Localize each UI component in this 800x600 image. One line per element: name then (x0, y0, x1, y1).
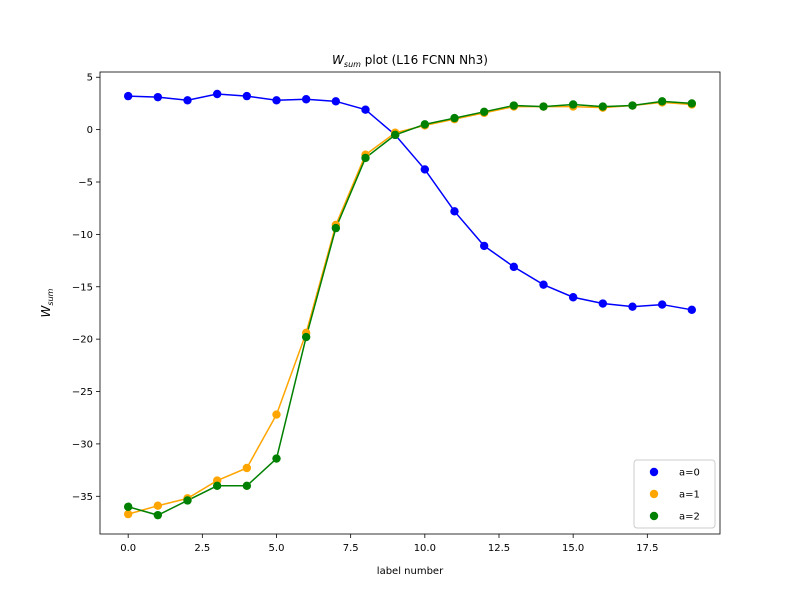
data-point (657, 97, 667, 106)
data-point (598, 299, 608, 308)
data-point (272, 454, 281, 463)
data-point (331, 223, 341, 233)
data-point (628, 101, 637, 110)
data-point (479, 107, 489, 117)
legend-frame (633, 459, 716, 529)
series-line-0 (128, 93, 692, 311)
data-point (628, 302, 637, 311)
legend: a=0 a=1 a=2 (633, 459, 716, 529)
series-line-1 (127, 101, 692, 515)
data-point (539, 280, 548, 289)
data-point (479, 241, 489, 251)
legend-marker (649, 467, 659, 477)
y-tick-label: −5 (78, 178, 93, 189)
x-tick-label: 15.0 (562, 543, 584, 554)
x-tick-label: 10.0 (414, 543, 436, 554)
data-point (509, 101, 519, 110)
x-axis-label: label number (377, 566, 444, 577)
data-point (123, 509, 133, 519)
y-tick-label: 0 (87, 125, 93, 136)
data-point (212, 481, 222, 491)
data-point (420, 165, 430, 174)
data-point (153, 501, 163, 510)
x-tick-label: 2.5 (194, 543, 210, 554)
data-point (183, 96, 192, 105)
y-tick-label: 5 (87, 73, 93, 84)
y-axis-label: Wsum (39, 288, 55, 317)
data-point (390, 130, 400, 140)
data-point (687, 305, 697, 315)
legend-label: a=1 (679, 490, 700, 501)
data-point (153, 510, 163, 520)
y-tick-label: −30 (72, 439, 93, 450)
data-point (568, 100, 578, 109)
data-point (539, 102, 548, 111)
data-point (598, 102, 608, 111)
data-point (212, 89, 222, 99)
y-tick-label: −10 (72, 230, 93, 241)
data-point (242, 91, 252, 101)
data-point (657, 300, 667, 309)
y-tick-label: −15 (72, 282, 93, 293)
data-point (420, 120, 430, 129)
legend-marker (649, 489, 659, 499)
legend-marker (649, 511, 659, 521)
data-point (272, 410, 281, 419)
data-point (331, 97, 341, 106)
x-tick-label: 7.5 (343, 543, 359, 554)
data-point (272, 96, 281, 105)
data-point (153, 92, 163, 102)
data-point (509, 262, 519, 272)
data-point (123, 502, 133, 511)
series-line-2 (127, 100, 692, 516)
legend-label: a=0 (679, 468, 700, 479)
data-point (123, 91, 133, 101)
data-point (568, 293, 578, 302)
x-tick-label: 17.5 (636, 543, 658, 554)
data-point (183, 496, 192, 505)
data-point (301, 95, 311, 104)
y-tick-label: −20 (72, 335, 93, 346)
data-point (450, 207, 459, 216)
chart-title: Wsum plot (L16 FCNN Nh3) (332, 53, 488, 69)
data-point (301, 332, 311, 342)
x-tick-label: 0.0 (120, 543, 136, 554)
x-tick-label: 12.5 (488, 543, 510, 554)
data-point (242, 463, 252, 473)
data-point (687, 99, 697, 108)
y-tick-label: −25 (72, 387, 93, 398)
data-point (361, 153, 370, 163)
data-point (361, 105, 370, 114)
data-point (242, 481, 252, 491)
data-point (450, 113, 459, 123)
x-tick-label: 5.0 (269, 543, 285, 554)
y-tick-label: −35 (72, 492, 93, 503)
plot-frame (99, 71, 721, 535)
legend-label: a=2 (679, 512, 700, 523)
